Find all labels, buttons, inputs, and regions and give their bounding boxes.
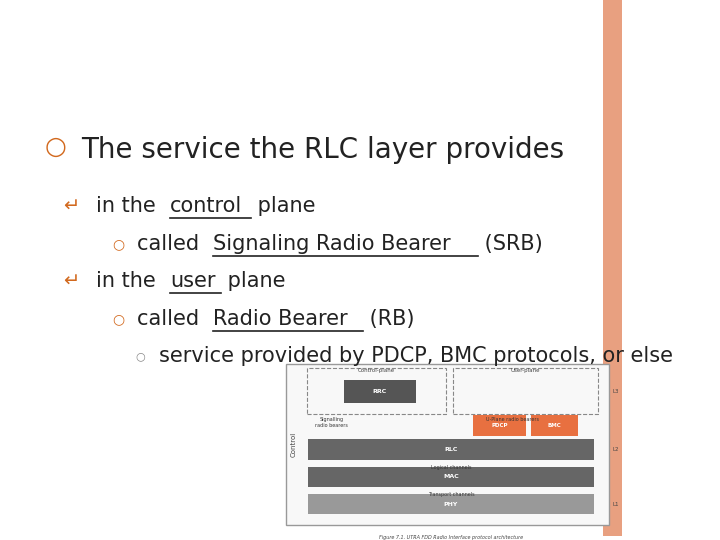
FancyBboxPatch shape	[531, 415, 577, 436]
Text: plane: plane	[221, 271, 286, 291]
Text: Logical channels: Logical channels	[431, 465, 471, 470]
Text: L2: L2	[613, 447, 619, 452]
Text: in the: in the	[96, 197, 163, 217]
Text: U-Plane radio bearers: U-Plane radio bearers	[486, 416, 539, 422]
Text: Transport channels: Transport channels	[428, 492, 474, 497]
Text: service provided by PDCP, BMC protocols, or else: service provided by PDCP, BMC protocols,…	[158, 346, 672, 366]
Text: called: called	[137, 309, 205, 329]
Text: ↵: ↵	[63, 197, 80, 216]
Text: The service the RLC layer provides: The service the RLC layer provides	[81, 136, 564, 164]
Text: ○: ○	[112, 237, 124, 251]
Text: BMC: BMC	[547, 423, 561, 428]
Text: RRC: RRC	[373, 389, 387, 394]
Text: RLC: RLC	[444, 447, 457, 452]
Text: L1: L1	[613, 502, 619, 507]
Text: ○: ○	[112, 312, 124, 326]
FancyBboxPatch shape	[308, 467, 594, 487]
Text: Signalling
radio bearers: Signalling radio bearers	[315, 417, 348, 428]
Text: MAC: MAC	[443, 475, 459, 480]
Text: PDCP: PDCP	[491, 423, 508, 428]
Text: Figure 7.1. UTRA FDD Radio Interface protocol architecture: Figure 7.1. UTRA FDD Radio Interface pro…	[379, 535, 523, 540]
Text: (SRB): (SRB)	[478, 234, 543, 254]
Text: ↵: ↵	[63, 272, 80, 291]
Text: ○: ○	[45, 136, 67, 159]
Text: Radio Bearer: Radio Bearer	[213, 309, 348, 329]
Text: user: user	[171, 271, 216, 291]
Text: User-plane: User-plane	[510, 368, 540, 373]
Text: called: called	[137, 234, 205, 254]
Text: in the: in the	[96, 271, 163, 291]
Text: Control-plane: Control-plane	[358, 368, 395, 373]
Text: Control: Control	[291, 432, 297, 457]
Text: L3: L3	[613, 389, 619, 394]
Text: control: control	[171, 197, 243, 217]
Text: ○: ○	[135, 352, 145, 361]
Text: plane: plane	[251, 197, 315, 217]
FancyBboxPatch shape	[343, 380, 416, 403]
FancyBboxPatch shape	[473, 415, 526, 436]
FancyBboxPatch shape	[286, 364, 609, 525]
Text: PHY: PHY	[444, 502, 458, 507]
FancyBboxPatch shape	[603, 0, 621, 536]
FancyBboxPatch shape	[308, 440, 594, 460]
FancyBboxPatch shape	[308, 494, 594, 515]
Text: Signaling Radio Bearer: Signaling Radio Bearer	[213, 234, 451, 254]
Text: (RB): (RB)	[364, 309, 415, 329]
